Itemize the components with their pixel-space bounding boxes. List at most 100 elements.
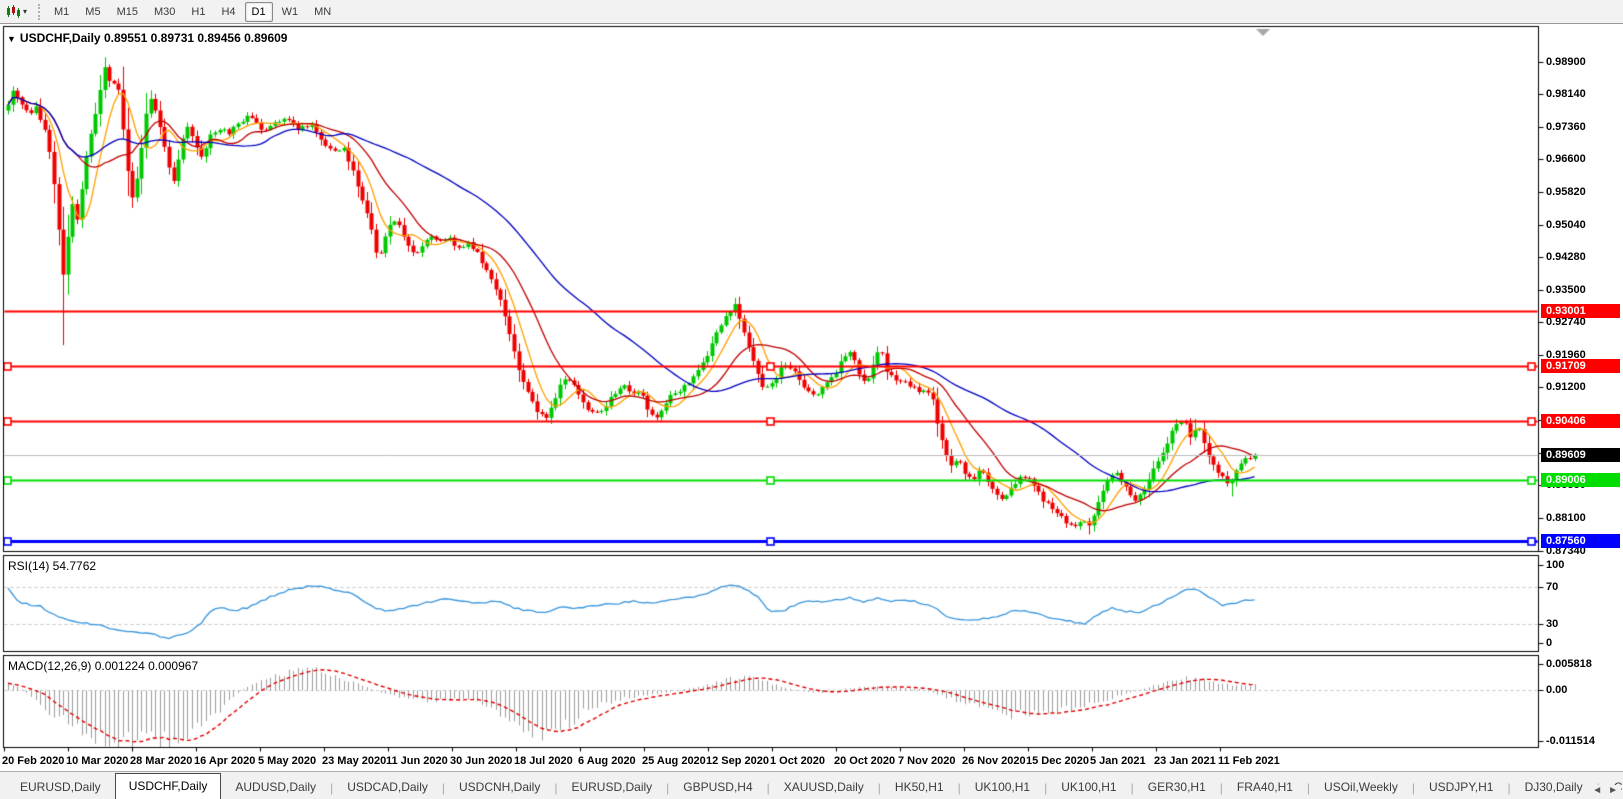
candlestick-chart-icon[interactable]: ▾ (2, 2, 30, 22)
rsi-axis-label: 0 (1546, 637, 1553, 649)
price-axis-label: 0.96600 (1546, 153, 1586, 165)
tab-separator: | (1507, 781, 1511, 795)
date-axis-label: 5 Jan 2021 (1090, 755, 1146, 767)
date-axis-label: 12 Sep 2020 (706, 755, 769, 767)
tab-separator: | (1130, 781, 1134, 795)
tab-usdchf-daily[interactable]: USDCHF,Daily (114, 773, 222, 799)
hline-price-tag: 0.91709 (1541, 359, 1620, 373)
timeframe-button-MN[interactable]: MN (307, 2, 338, 22)
rsi-label: RSI(14) 54.7762 (8, 559, 97, 573)
timeframe-button-D1[interactable]: D1 (244, 1, 273, 22)
date-axis-label: 10 Mar 2020 (66, 755, 129, 767)
dropdown-caret-icon[interactable]: ▾ (23, 7, 28, 16)
hline-price-tag: 0.90406 (1541, 414, 1620, 428)
timeframe-button-M15[interactable]: M15 (110, 2, 145, 22)
tab-usdjpy-h1[interactable]: USDJPY,H1 (1428, 780, 1494, 794)
date-axis-label: 5 May 2020 (258, 755, 317, 767)
price-axis-label: 0.98140 (1546, 88, 1586, 100)
collapse-caret-icon[interactable]: ▼ (7, 34, 16, 44)
tab-xauusd-daily[interactable]: XAUUSD,Daily (783, 780, 864, 794)
timeframe-button-M1[interactable]: M1 (47, 2, 76, 22)
timeframe-button-W1[interactable]: W1 (275, 2, 306, 22)
current-price-tag: 0.89609 (1541, 448, 1620, 462)
tab-ger30-h1[interactable]: GER30,H1 (1147, 780, 1206, 794)
chart-title-ohlc: 0.89551 0.89731 0.89456 0.89609 (103, 31, 288, 45)
tab-separator: | (666, 781, 670, 795)
tab-uk100-h1[interactable]: UK100,H1 (974, 780, 1031, 794)
timeframe-button-M30[interactable]: M30 (147, 2, 182, 22)
price-axis-label: 0.94280 (1546, 251, 1586, 263)
hline-price-tag: 0.87560 (1541, 534, 1620, 548)
date-axis-label: 20 Oct 2020 (834, 755, 896, 767)
date-axis-label: 23 Jan 2021 (1154, 755, 1216, 767)
date-axis-label: 25 Aug 2020 (642, 755, 706, 767)
price-axis-label: 0.95820 (1546, 186, 1586, 198)
price-axis-label: 0.93500 (1546, 284, 1586, 296)
chart-title-symbol: USDCHF,Daily (19, 31, 101, 45)
macd-axis-label: -0.011514 (1546, 735, 1595, 747)
chart-title: ▼ USDCHF,Daily 0.89551 0.89731 0.89456 0.… (7, 31, 287, 45)
tab-usdcnh-daily[interactable]: USDCNH,Daily (459, 780, 541, 794)
tab-usoil-weekly[interactable]: USOil,Weekly (1324, 780, 1398, 794)
tab-separator: | (1219, 781, 1223, 795)
date-axis-label: 11 Jun 2020 (386, 755, 448, 767)
tab-fra40-h1[interactable]: FRA40,H1 (1236, 780, 1293, 794)
macd-axis-label: 0.005818 (1546, 658, 1592, 670)
tab-separator: | (1411, 781, 1415, 795)
timeframe-toolbar: ▾ M1 M5 M15 M30 H1 H4 D1 W1 MN (0, 0, 1623, 24)
rsi-axis-label: 100 (1546, 559, 1565, 571)
tab-separator: | (441, 781, 445, 795)
date-axis-label: 6 Aug 2020 (578, 755, 636, 767)
timeframe-button-H1[interactable]: H1 (184, 2, 212, 22)
date-axis-label: 18 Jul 2020 (514, 755, 573, 767)
macd-axis-label: 0.00 (1546, 684, 1568, 696)
tab-scroll-left-icon[interactable]: ◄ (1592, 785, 1603, 796)
date-axis-label: 16 Apr 2020 (194, 755, 256, 767)
toolbar-grip[interactable] (38, 3, 41, 20)
rsi-axis-label: 70 (1546, 581, 1559, 593)
price-axis-label: 0.91200 (1546, 381, 1586, 393)
date-axis-label: 23 May 2020 (322, 755, 387, 767)
timeframe-buttons: M1 M5 M15 M30 H1 H4 D1 W1 MN (46, 1, 339, 22)
tab-audusd-daily[interactable]: AUDUSD,Daily (235, 780, 317, 794)
tab-separator: | (330, 781, 334, 795)
price-axis-label: 0.92740 (1546, 316, 1586, 328)
price-axis-label: 0.95040 (1546, 219, 1586, 231)
price-axis-label: 0.91960 (1546, 349, 1586, 361)
timeframe-button-M5[interactable]: M5 (78, 2, 107, 22)
date-axis-label: 28 Mar 2020 (130, 755, 193, 767)
price-axis-label: 0.87340 (1546, 545, 1586, 557)
tab-uk100-h1[interactable]: UK100,H1 (1061, 780, 1117, 794)
tab-separator: | (766, 781, 770, 795)
price-axis-label: 0.98900 (1546, 56, 1586, 68)
date-axis-label: 1 Oct 2020 (770, 755, 826, 767)
tab-separator: | (957, 781, 961, 795)
tab-separator: | (554, 781, 558, 795)
tab-separator: | (1306, 781, 1311, 795)
date-axis-label: 15 Dec 2020 (1026, 755, 1089, 767)
hline-price-tag: 0.93001 (1541, 304, 1620, 318)
hline-price-tag: 0.89006 (1541, 473, 1620, 487)
date-axis-label: 26 Nov 2020 (962, 755, 1026, 767)
tab-separator: | (1044, 781, 1048, 795)
tab-hk50-h1[interactable]: HK50,H1 (894, 780, 944, 794)
tab-eurusd-daily[interactable]: EURUSD,Daily (20, 780, 101, 794)
date-axis-label: 30 Jun 2020 (450, 755, 513, 767)
tab-scroll-right-icon[interactable]: ► (1608, 785, 1618, 796)
tab-usdcad-daily[interactable]: USDCAD,Daily (347, 780, 428, 794)
rsi-axis-label: 30 (1546, 618, 1559, 630)
tab-dj30-daily[interactable]: DJ30,Daily (1524, 780, 1583, 794)
price-axis-label: 0.97360 (1546, 121, 1586, 133)
tab-gbpusd-h4[interactable]: GBPUSD,H4 (683, 780, 753, 794)
date-axis-label: 7 Nov 2020 (898, 755, 956, 767)
symbol-tabbar: EURUSD,Daily USDCHF,Daily AUDUSD,Daily | USD… (0, 771, 1623, 799)
tab-eurusd-daily[interactable]: EURUSD,Daily (571, 780, 653, 794)
date-axis-label: 11 Feb 2021 (1218, 755, 1280, 767)
timeframe-button-H4[interactable]: H4 (214, 2, 242, 22)
tab-scroll-arrows: ◄ ► (1585, 785, 1621, 796)
date-axis-label: 20 Feb 2020 (2, 755, 65, 767)
macd-label: MACD(12,26,9) 0.001224 0.000967 (8, 659, 199, 673)
price-axis-label: 0.88100 (1546, 512, 1586, 524)
